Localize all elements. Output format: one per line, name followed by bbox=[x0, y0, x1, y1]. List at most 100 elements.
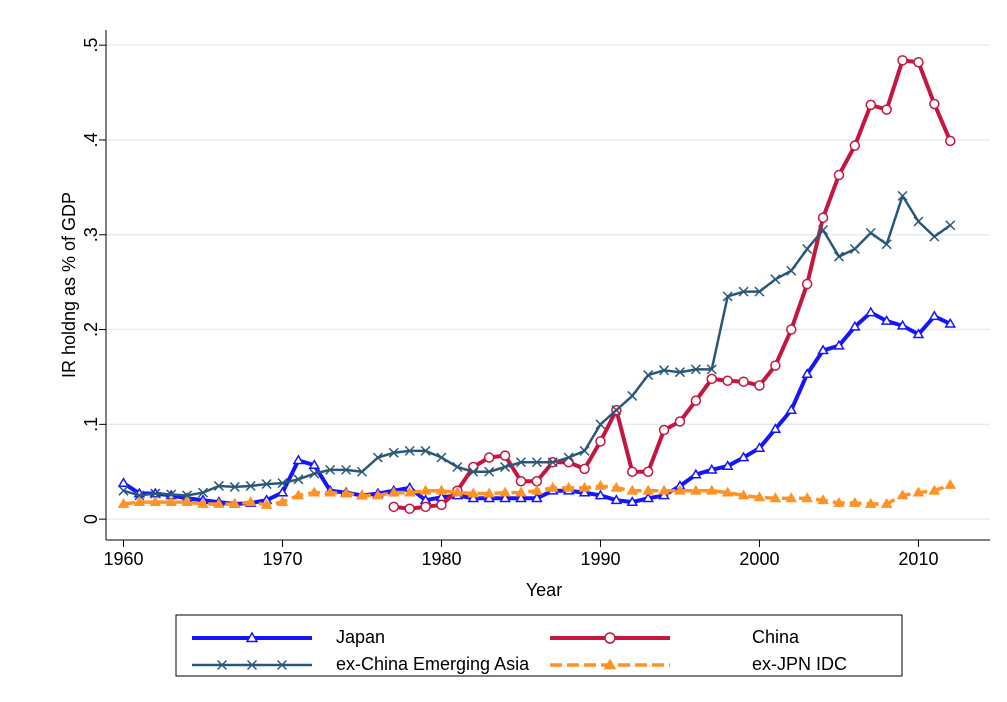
series-marker bbox=[149, 496, 162, 506]
series-marker bbox=[451, 486, 464, 497]
series-marker bbox=[578, 486, 591, 497]
series-marker bbox=[801, 278, 813, 290]
series-marker bbox=[642, 484, 654, 495]
series-marker bbox=[849, 243, 860, 255]
series-marker bbox=[610, 494, 623, 505]
series-marker bbox=[833, 497, 845, 507]
series-marker bbox=[213, 480, 224, 491]
series-marker bbox=[515, 457, 527, 468]
series-marker bbox=[658, 424, 670, 436]
series-marker bbox=[818, 224, 829, 236]
series-marker bbox=[928, 310, 941, 321]
series-marker bbox=[706, 373, 718, 385]
series-marker bbox=[261, 479, 272, 490]
series-marker bbox=[483, 492, 495, 503]
series-marker bbox=[547, 457, 558, 468]
series-marker bbox=[277, 478, 288, 489]
series-marker bbox=[690, 395, 702, 406]
series-marker bbox=[356, 466, 368, 477]
series-marker bbox=[833, 339, 845, 350]
series-marker bbox=[276, 496, 289, 506]
series-marker bbox=[754, 286, 765, 297]
series-marker bbox=[594, 489, 607, 500]
series-marker bbox=[181, 496, 193, 506]
series-marker bbox=[467, 492, 480, 503]
series-marker bbox=[452, 461, 463, 473]
series-marker bbox=[658, 489, 670, 500]
series-marker bbox=[721, 486, 734, 497]
series-marker bbox=[308, 459, 321, 470]
series-marker bbox=[769, 492, 782, 503]
series-marker bbox=[849, 140, 861, 151]
series-marker bbox=[483, 487, 495, 498]
series-marker bbox=[674, 484, 686, 495]
series-marker bbox=[626, 484, 639, 495]
series-marker bbox=[945, 220, 956, 231]
series-marker bbox=[166, 489, 177, 500]
series-marker bbox=[611, 405, 622, 416]
series-marker bbox=[562, 481, 575, 492]
series-marker bbox=[880, 315, 893, 325]
series-marker bbox=[627, 390, 638, 401]
series-marker bbox=[849, 320, 861, 331]
series-marker bbox=[579, 463, 590, 475]
series-marker bbox=[403, 486, 416, 497]
series-marker bbox=[721, 460, 734, 470]
legend-marker bbox=[603, 658, 617, 670]
x-tick-label: 1970 bbox=[262, 549, 302, 569]
series-marker bbox=[897, 190, 908, 201]
series-marker bbox=[912, 486, 925, 497]
series-marker bbox=[722, 291, 733, 302]
series-marker bbox=[499, 492, 511, 503]
series-marker bbox=[515, 492, 527, 503]
series-marker bbox=[197, 497, 209, 508]
series-marker bbox=[785, 404, 798, 415]
series-marker bbox=[801, 368, 813, 379]
series-marker bbox=[515, 475, 527, 487]
series-marker bbox=[944, 479, 957, 489]
series-marker bbox=[642, 492, 654, 503]
series-marker bbox=[595, 419, 606, 430]
series-marker bbox=[292, 454, 305, 465]
series-marker bbox=[325, 464, 336, 475]
series-marker bbox=[690, 364, 701, 375]
series-marker bbox=[738, 286, 749, 297]
series-marker bbox=[833, 169, 845, 181]
series-marker bbox=[881, 104, 892, 115]
series-marker bbox=[404, 503, 415, 514]
series-marker bbox=[133, 496, 146, 506]
x-tick-label: 1980 bbox=[421, 549, 461, 569]
series-marker bbox=[817, 212, 829, 223]
series-marker bbox=[420, 445, 431, 456]
series-marker bbox=[468, 466, 479, 477]
series-marker bbox=[594, 479, 607, 490]
series-marker bbox=[864, 306, 877, 317]
series-marker bbox=[387, 486, 400, 497]
series-marker bbox=[627, 466, 638, 477]
series-marker bbox=[913, 216, 924, 227]
legend-label: ex-China Emerging Asia bbox=[336, 654, 530, 674]
series-marker bbox=[117, 497, 130, 508]
series-marker bbox=[436, 452, 447, 463]
series-marker bbox=[786, 324, 797, 335]
series-marker bbox=[356, 489, 368, 500]
series-marker bbox=[674, 416, 686, 427]
series-marker bbox=[308, 486, 321, 497]
series-marker bbox=[610, 481, 623, 492]
series-marker bbox=[372, 489, 384, 500]
series-marker bbox=[690, 468, 702, 479]
series-marker bbox=[244, 496, 257, 506]
series-marker bbox=[849, 497, 861, 507]
legend-marker bbox=[216, 659, 228, 671]
series-marker bbox=[341, 464, 352, 475]
series-marker bbox=[945, 135, 956, 147]
series-marker bbox=[833, 251, 844, 262]
series-marker bbox=[880, 497, 893, 508]
series-marker bbox=[578, 481, 591, 492]
x-tick-label: 2000 bbox=[739, 549, 779, 569]
series-marker bbox=[276, 486, 289, 497]
x-tick-label: 1960 bbox=[103, 549, 143, 569]
legend-label: ex-JPN IDC bbox=[752, 654, 847, 674]
